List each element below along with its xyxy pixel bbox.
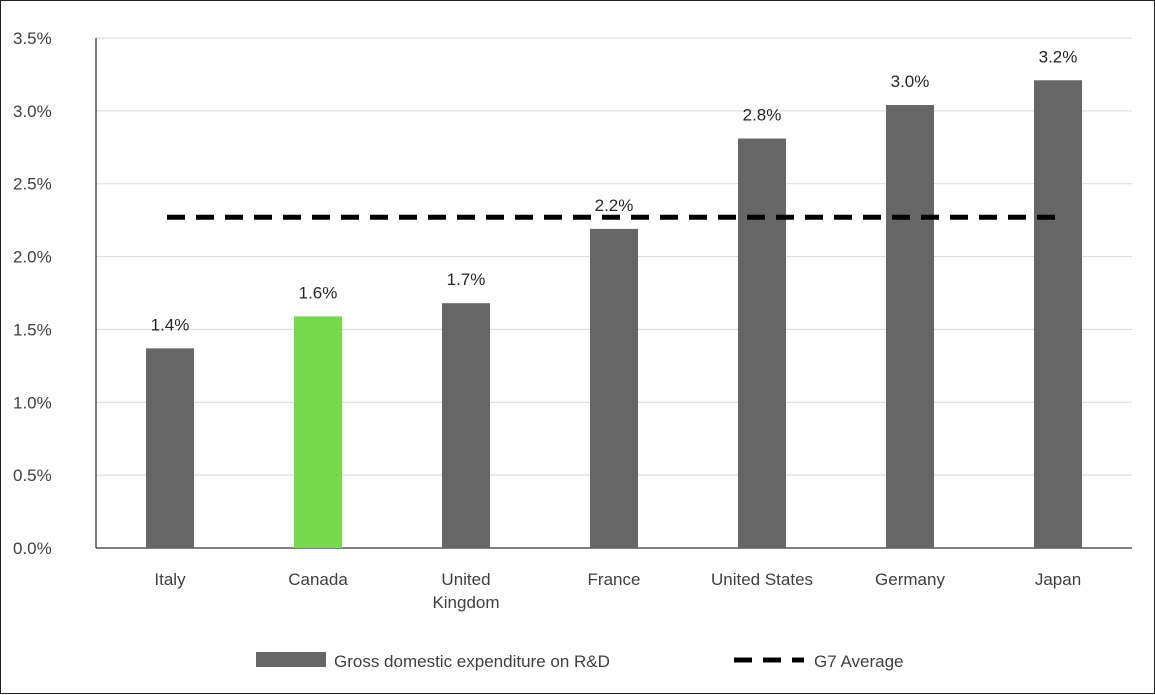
legend-line-label: G7 Average <box>814 652 903 671</box>
y-tick-label: 1.0% <box>13 393 52 412</box>
data-labels: 1.4% 1.6% 1.7% 2.2% 2.8% 3.0% 3.2% <box>151 47 1078 334</box>
x-tick-label: Canada <box>288 570 348 589</box>
data-label: 1.4% <box>151 315 190 334</box>
x-tick-label: Japan <box>1035 570 1081 589</box>
bar-canada <box>294 316 342 548</box>
y-tick-label: 0.0% <box>13 539 52 558</box>
y-tick-label: 2.5% <box>13 175 52 194</box>
data-label: 1.7% <box>447 270 486 289</box>
data-label: 3.0% <box>891 72 930 91</box>
legend: Gross domestic expenditure on R&D G7 Ave… <box>256 652 903 671</box>
bar-japan <box>1034 80 1082 548</box>
legend-bar-label: Gross domestic expenditure on R&D <box>334 652 610 671</box>
bar-united-states <box>738 138 786 549</box>
y-tick-label: 1.5% <box>13 320 52 339</box>
data-label: 2.8% <box>743 106 782 125</box>
bar-germany <box>886 105 934 549</box>
x-tick-label: Italy <box>154 570 186 589</box>
x-tick-label: United <box>441 570 490 589</box>
bar-france <box>590 228 638 548</box>
x-tick-label: United States <box>711 570 813 589</box>
x-tick-label: Germany <box>875 570 945 589</box>
x-tick-labels: Italy Canada United Kingdom France United Sta… <box>154 570 1081 612</box>
bar-italy <box>146 348 194 548</box>
y-tick-label: 3.0% <box>13 102 52 121</box>
legend-bar-swatch <box>256 652 326 667</box>
bar-united-kingdom <box>442 303 490 548</box>
data-label: 3.2% <box>1039 47 1078 66</box>
y-tick-label: 2.0% <box>13 248 52 267</box>
y-tick-label: 0.5% <box>13 466 52 485</box>
y-tick-label: 3.5% <box>13 29 52 48</box>
x-tick-label: Kingdom <box>432 593 499 612</box>
data-label: 2.2% <box>595 196 634 215</box>
bars <box>146 80 1082 549</box>
y-tick-labels: 0.0% 0.5% 1.0% 1.5% 2.0% 2.5% 3.0% 3.5% <box>13 29 52 558</box>
x-tick-label: France <box>588 570 641 589</box>
data-label: 1.6% <box>299 283 338 302</box>
